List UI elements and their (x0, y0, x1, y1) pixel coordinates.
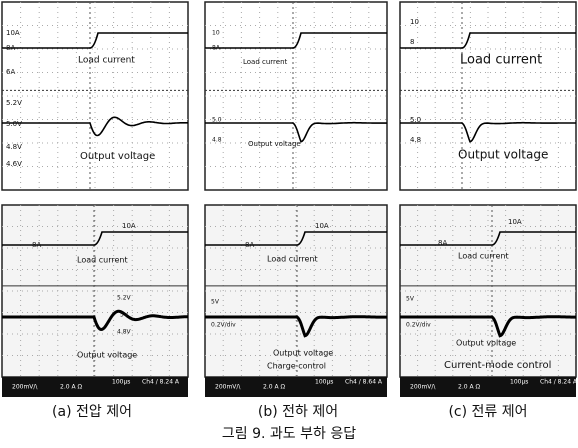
label: 4.8 (410, 136, 421, 144)
label: Ch4 / 8.24 A (142, 379, 180, 386)
label: 10 (410, 18, 419, 26)
label: 4.8 (212, 137, 222, 144)
label: 10A (122, 222, 136, 230)
label: 0.2V/div (211, 322, 236, 329)
label: 10A (6, 29, 20, 37)
label: Charge control (267, 362, 326, 371)
label: 200mV/\ (12, 384, 38, 391)
label: 8A (438, 239, 447, 247)
label: Load current (458, 252, 509, 261)
label: 4.6V (6, 160, 22, 168)
caption: (b) 전하 제어 (258, 404, 338, 420)
label: 5.2V (6, 99, 22, 107)
label: 5.0V (6, 120, 22, 128)
label: 100μs (510, 379, 528, 386)
label: Load current (78, 56, 135, 66)
label: 5V (120, 312, 129, 319)
panel (400, 2, 576, 190)
label: 10A (508, 218, 522, 226)
label: Output voltage (80, 151, 155, 162)
label: Output voltage (458, 148, 548, 162)
label: Output voltage (248, 140, 301, 148)
label: 200mV/\ (215, 384, 241, 391)
label: Output voltage (456, 339, 516, 348)
label: Ch4 / 8.24 A (540, 379, 578, 386)
caption: (a) 전압 제어 (52, 404, 132, 420)
label: 8A (6, 44, 15, 52)
label: 5.0 (212, 117, 222, 124)
label: Ch4 / 8.64 A (345, 379, 383, 386)
label: 5.2V (117, 295, 132, 302)
label: Current-mode control (444, 360, 551, 371)
figure: (a) 전압 제어 (b) 전하 제어 (c) 전류 제어 그림 9. 과도 부… (0, 0, 578, 448)
label: 2.0 A Ω (60, 384, 82, 391)
label: 10 (212, 30, 220, 37)
figure-caption: 그림 9. 과도 부하 응답 (222, 426, 356, 442)
label: 5V (211, 299, 220, 306)
caption: (c) 전류 제어 (448, 404, 527, 420)
label: Load current (243, 58, 288, 66)
label: 8A (212, 45, 221, 52)
label: 200mV/\ (410, 384, 436, 391)
label: 10A (315, 222, 329, 230)
label: 4.8V (117, 329, 132, 336)
label: Load current (267, 255, 318, 264)
label: 100μs (315, 379, 333, 386)
label: 6A (6, 68, 15, 76)
label: 8A (32, 241, 41, 249)
label: 0.2V/div (406, 322, 431, 329)
label: 100μs (112, 379, 130, 386)
label: Output voltage (77, 351, 137, 360)
label: 5.0 (410, 116, 421, 124)
label: 2.0 A Ω (263, 384, 285, 391)
label: 8 (410, 38, 414, 46)
label: Output voltage (273, 349, 333, 358)
label: Load current (77, 256, 128, 265)
label: 4.8V (6, 143, 22, 151)
label: 2.0 A Ω (458, 384, 480, 391)
label: 5V (406, 296, 415, 303)
label: 8A (245, 241, 254, 249)
label: Load current (460, 53, 542, 68)
